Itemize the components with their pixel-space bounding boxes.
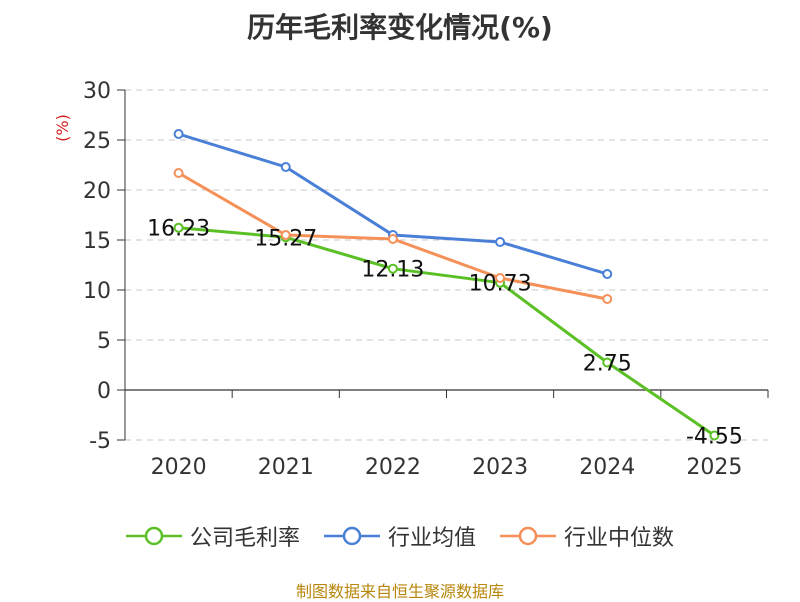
legend-item-industry-median[interactable]: 行业中位数 [500,520,674,552]
y-tick-label: 15 [83,229,111,254]
legend-line-circle-icon [500,526,556,546]
legend-label-company: 公司毛利率 [189,526,300,551]
series-line-1 [178,132,608,276]
data-label: 12.13 [361,258,424,283]
y-tick-label: -5 [89,429,111,454]
legend-line-circle-icon [323,526,380,546]
x-tick-label: 2020 [151,455,207,480]
source-note: 制图数据来自恒生聚源数据库 [295,582,504,601]
data-label: 15.27 [254,226,317,251]
y-tick-label: 25 [83,129,111,154]
y-tick-label: 10 [83,279,111,304]
y-axis-label: (%) [53,114,72,142]
y-tick-label: 0 [97,379,111,404]
y-tick-label: 20 [83,179,111,204]
legend-item-industry-mean[interactable]: 行业均值 [323,520,476,552]
data-point [602,294,613,304]
data-point [495,273,506,283]
legend-item-company[interactable]: 公司毛利率 [125,520,300,552]
data-point [280,230,291,240]
chart-title: 历年毛利率变化情况(%) [247,11,553,44]
data-point [709,430,720,441]
data-label: 16.23 [147,217,210,242]
legend-label-industry-median: 行业中位数 [564,526,675,551]
x-tick-label: 2024 [579,455,635,480]
legend-label-industry-mean: 行业均值 [387,526,476,551]
data-point [173,222,184,233]
data-point [173,168,184,178]
x-tick-label: 2023 [472,455,528,480]
data-point [602,269,613,279]
data-point [602,357,613,368]
legend-line-circle-icon [125,526,182,546]
data-point [495,237,506,247]
data-label: -4.55 [686,425,743,450]
y-tick-label: 30 [83,79,111,104]
data-label: 2.75 [583,352,632,377]
data-point [280,162,291,172]
y-tick-label: 5 [97,329,111,354]
data-point [387,234,398,244]
data-point [173,129,184,139]
series-line-0 [178,226,716,437]
x-tick-label: 2021 [258,455,314,480]
x-tick-label: 2025 [686,455,742,480]
data-label: 10.73 [469,272,532,297]
data-point [387,263,398,274]
legend: 公司毛利率 行业均值 行业中位数 [0,520,800,552]
x-tick-label: 2022 [365,455,421,480]
